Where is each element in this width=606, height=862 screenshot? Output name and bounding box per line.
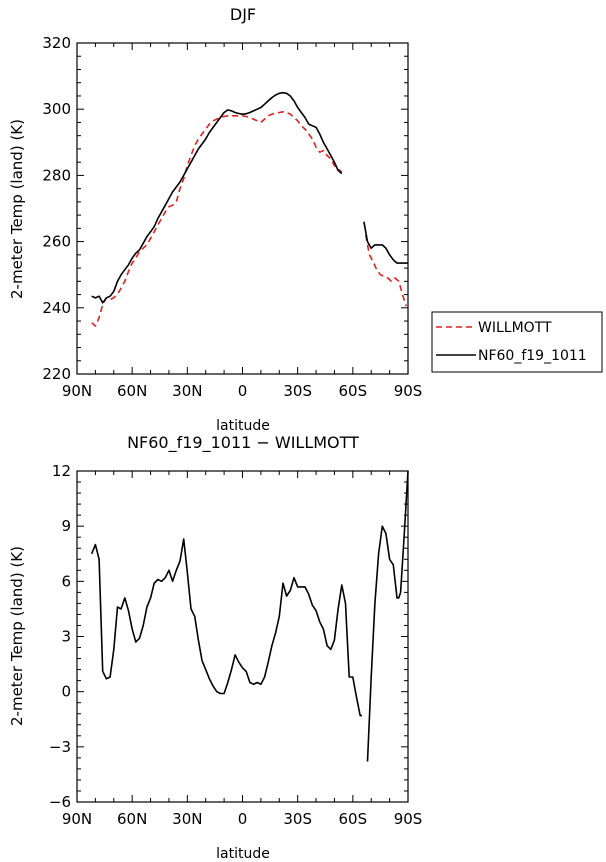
top-series-line-nf60-f19-1011-0 (91, 91, 343, 304)
top-chart-title: DJF (230, 5, 256, 24)
bottom-series-line-nf60-f19-1011-willmott-0 (90, 538, 362, 717)
top-x-tick-label: 0 (238, 382, 248, 400)
bottom-y-tick-label: 6 (61, 572, 71, 590)
legend: WILLMOTT NF60_f19_1011 (431, 311, 603, 373)
top-x-tick-label: 60N (117, 382, 147, 400)
bottom-y-tick-label: 9 (61, 517, 71, 535)
bottom-x-tick-label: 60N (117, 810, 147, 828)
legend-label-willmott: WILLMOTT (478, 320, 552, 336)
bottom-y-tick-label: −6 (49, 793, 71, 811)
bottom-ticks: 90N 60N 30N 0 30S 60S 90S −6 −3 0 3 6 9 12 (49, 462, 422, 828)
top-ticks: 90N 60N 30N 0 30S 60S 90S 220 240 260 280 300 320 (42, 34, 422, 400)
bottom-x-tick-label: 30S (283, 810, 312, 828)
top-y-tick-label: 260 (42, 233, 71, 251)
top-y-tick-label: 320 (42, 34, 71, 52)
bottom-y-tick-label: 3 (61, 628, 71, 646)
bottom-panel: NF60_f19_1011 − WILLMOTT 2-meter Temp (l… (8, 433, 422, 862)
top-series-line-willmott-0 (91, 111, 343, 327)
bottom-y-tick-label: −3 (49, 738, 71, 756)
top-y-axis-label: 2-meter Temp (land) (K) (8, 119, 26, 299)
bottom-y-axis-label: 2-meter Temp (land) (K) (8, 546, 26, 726)
bottom-series (90, 470, 409, 762)
top-y-tick-label: 220 (42, 365, 71, 383)
top-x-tick-label: 30S (283, 382, 312, 400)
top-y-tick-label: 280 (42, 166, 71, 184)
top-y-tick-label: 240 (42, 299, 71, 317)
top-x-tick-label: 60S (339, 382, 368, 400)
top-plot-frame (76, 42, 409, 375)
top-series-line-willmott-1 (364, 234, 407, 307)
top-series-line-nf60-f19-1011-1 (363, 221, 408, 264)
bottom-x-tick-label: 30N (172, 810, 202, 828)
bottom-x-tick-label: 90S (394, 810, 423, 828)
bottom-plot-frame (76, 470, 409, 803)
legend-box (431, 311, 603, 373)
top-x-tick-label: 30N (172, 382, 202, 400)
top-panel: DJF 2-meter Temp (land) (K) latitude 90N… (8, 5, 603, 434)
bottom-x-axis-label: latitude (216, 846, 270, 862)
top-y-tick-label: 300 (42, 100, 71, 118)
bottom-x-tick-label: 90N (62, 810, 92, 828)
bottom-chart-title: NF60_f19_1011 − WILLMOTT (127, 433, 359, 453)
top-x-tick-label: 90S (394, 382, 423, 400)
bottom-x-tick-label: 60S (339, 810, 368, 828)
top-x-tick-label: 90N (62, 382, 92, 400)
bottom-series-line-nf60-f19-1011-willmott-1 (366, 470, 409, 762)
bottom-x-tick-label: 0 (238, 810, 248, 828)
top-series (91, 91, 408, 327)
bottom-y-tick-label: 0 (61, 683, 71, 701)
legend-label-nf60: NF60_f19_1011 (478, 348, 587, 364)
bottom-y-tick-label: 12 (52, 462, 71, 480)
top-x-axis-label: latitude (216, 418, 270, 434)
